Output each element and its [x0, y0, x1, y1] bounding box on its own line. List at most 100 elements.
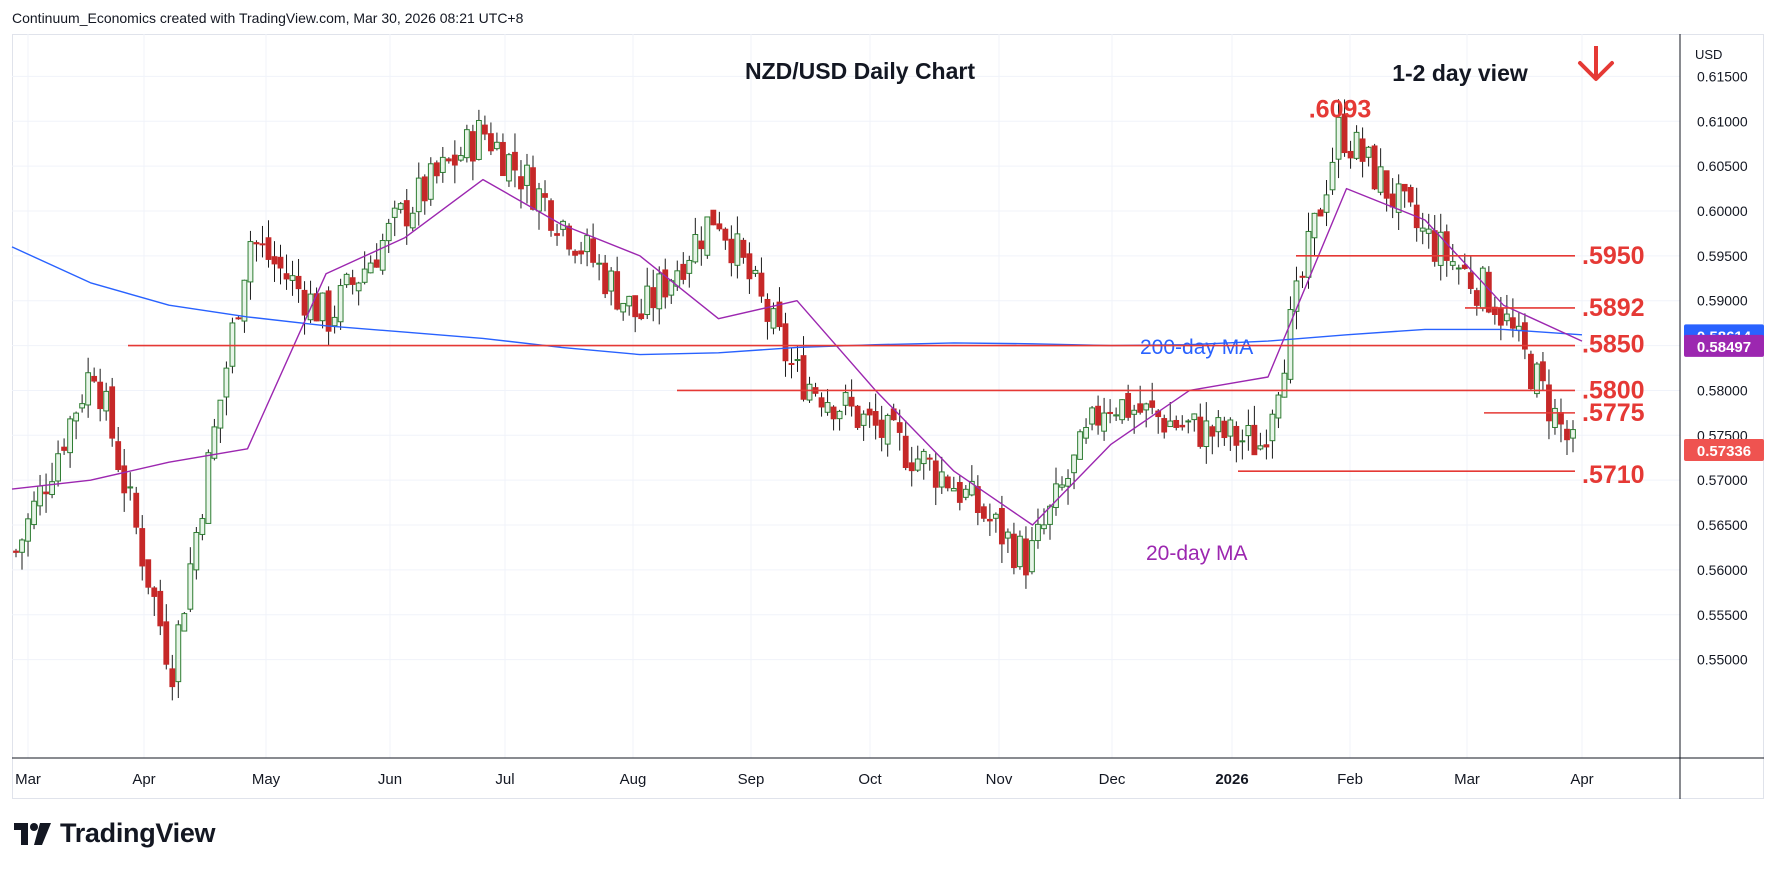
candle	[289, 260, 296, 296]
candle	[644, 267, 651, 320]
candle	[199, 513, 206, 541]
candle	[157, 579, 164, 636]
moving-averages: 200-day MA 20-day MA	[11, 178, 1583, 565]
candle	[31, 491, 37, 530]
candle	[656, 266, 663, 325]
candle	[560, 219, 566, 237]
candle	[283, 254, 290, 290]
x-tick-label: Mar	[1454, 771, 1480, 788]
candle	[848, 379, 855, 417]
candle	[1185, 419, 1192, 434]
candle	[638, 298, 645, 321]
candle	[1552, 398, 1558, 435]
y-tick-label: 0.58000	[1697, 382, 1748, 398]
candle	[1059, 476, 1065, 491]
y-tick-label: 0.59000	[1697, 293, 1748, 309]
candle	[1269, 409, 1276, 459]
candle	[349, 269, 356, 295]
x-tick-label: Nov	[986, 771, 1013, 788]
candle	[301, 281, 308, 335]
x-tick-label: Oct	[858, 771, 882, 788]
candle	[1564, 420, 1570, 455]
candle	[578, 241, 584, 265]
candle	[1089, 406, 1095, 431]
level-label: .5800	[1582, 376, 1645, 404]
candle	[908, 446, 915, 487]
candle	[1161, 414, 1168, 439]
candle	[998, 495, 1005, 563]
level-label: .5710	[1582, 461, 1645, 489]
level-label: .5850	[1582, 331, 1645, 359]
candle	[746, 242, 753, 294]
candle	[1071, 454, 1077, 490]
candle	[25, 513, 31, 557]
candle	[163, 604, 170, 670]
candle	[1347, 140, 1354, 169]
candle	[1473, 287, 1480, 316]
candle	[1065, 469, 1071, 505]
x-tick-label: May	[252, 771, 281, 788]
candle	[704, 216, 711, 259]
down-arrow-icon	[1578, 46, 1614, 81]
candle	[920, 448, 927, 480]
candle	[307, 280, 314, 324]
candle	[632, 295, 639, 333]
candle	[512, 133, 518, 188]
candle	[494, 132, 500, 151]
candle	[295, 258, 302, 303]
candle	[1017, 530, 1023, 570]
price-tag: 0.58497	[1684, 334, 1764, 357]
candle	[379, 233, 386, 275]
candle	[686, 255, 693, 288]
candle	[1023, 526, 1029, 589]
candle	[1341, 99, 1348, 157]
level-label: .5950	[1582, 242, 1645, 270]
candle	[896, 409, 903, 451]
candle	[1257, 432, 1264, 451]
candle	[842, 384, 849, 416]
candle	[331, 305, 338, 334]
candle	[1365, 145, 1372, 167]
tradingview-logo[interactable]: TradingView	[14, 818, 216, 849]
candle	[1389, 178, 1396, 219]
candle	[1479, 266, 1486, 312]
candle	[469, 124, 476, 181]
candle	[1143, 402, 1150, 428]
candle	[37, 474, 43, 516]
candle	[974, 475, 981, 526]
candle	[1401, 183, 1408, 208]
candle	[878, 405, 885, 452]
chart-title: NZD/USD Daily Chart	[745, 58, 975, 84]
candle	[608, 267, 615, 306]
svg-text:0.57336: 0.57336	[1697, 443, 1751, 460]
candle	[872, 393, 879, 440]
candle	[950, 476, 957, 492]
candle	[572, 249, 578, 264]
candle	[794, 345, 801, 372]
candle	[1359, 127, 1366, 178]
candle	[728, 225, 735, 277]
candle	[43, 473, 49, 513]
candle	[1570, 420, 1576, 453]
candle	[1149, 382, 1156, 415]
candle	[602, 254, 609, 299]
candle	[271, 241, 278, 282]
candle	[758, 257, 765, 303]
candle	[241, 279, 248, 333]
candle	[85, 357, 92, 418]
candle	[103, 382, 110, 421]
candle	[1005, 528, 1011, 553]
candle	[139, 515, 146, 581]
candle	[596, 254, 603, 281]
candle	[1053, 467, 1059, 516]
ma20-label: 20-day MA	[1146, 542, 1248, 565]
candle	[1035, 508, 1041, 549]
20-day-ma-line	[11, 178, 1583, 526]
candle	[115, 426, 122, 473]
tradingview-logo-text: TradingView	[60, 818, 216, 848]
x-tick-label: Sep	[738, 771, 765, 788]
y-tick-label: 0.60000	[1697, 203, 1748, 219]
candle	[1251, 405, 1258, 456]
candle	[590, 223, 597, 268]
